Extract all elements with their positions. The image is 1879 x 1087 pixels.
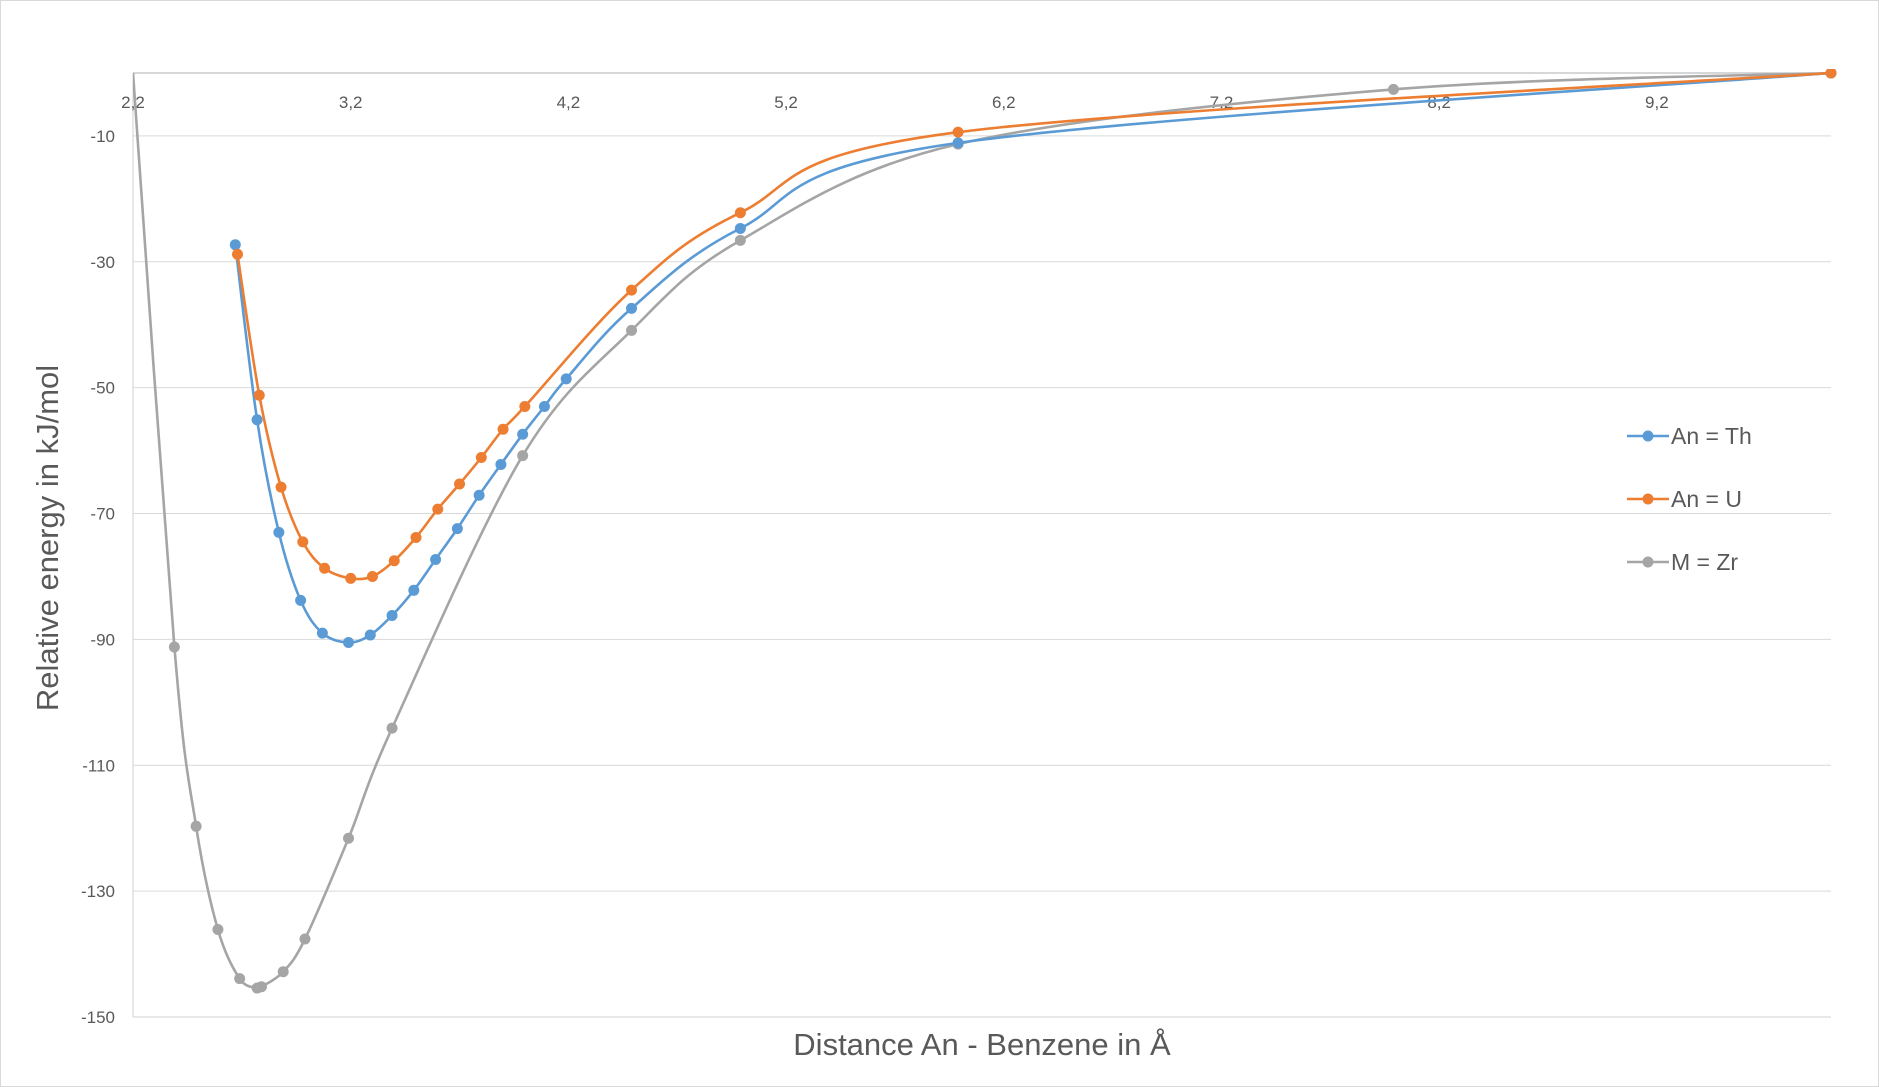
- data-point: [473, 489, 485, 501]
- data-point: [1825, 69, 1837, 79]
- y-axis-title: Relative energy in kJ/mol: [30, 365, 65, 711]
- legend-item: An = Th: [1627, 423, 1752, 449]
- data-point: [560, 373, 572, 385]
- legend-item: An = U: [1627, 486, 1742, 512]
- y-tick-labels: -10 -30 -50 -70 -90 -110 -130 -150: [81, 127, 115, 1027]
- y-tick-label: -10: [90, 127, 115, 146]
- data-point: [319, 562, 331, 574]
- x-tick-label: 6,2: [992, 93, 1016, 112]
- x-tick-label: 2,2: [121, 93, 145, 112]
- data-point: [952, 137, 964, 149]
- data-point: [343, 637, 355, 649]
- data-point: [297, 536, 309, 548]
- y-tick-label: -150: [81, 1008, 115, 1027]
- legend-marker: [1642, 556, 1654, 568]
- data-point: [273, 526, 285, 538]
- data-point: [234, 973, 246, 985]
- legend: An = Th An = U M = Zr: [1627, 423, 1752, 575]
- legend-label: An = U: [1671, 486, 1742, 512]
- x-tick-label: 9,2: [1645, 93, 1669, 112]
- data-point: [229, 239, 241, 251]
- x-tick-label: 3,2: [339, 93, 363, 112]
- data-point: [451, 523, 463, 535]
- y-tick-label: -130: [81, 882, 115, 901]
- legend-label: An = Th: [1671, 423, 1752, 449]
- y-tick-label: -90: [90, 630, 115, 649]
- data-point: [952, 126, 964, 138]
- data-point: [190, 820, 202, 832]
- data-point: [538, 401, 550, 413]
- series-line: [133, 71, 1832, 991]
- data-point: [519, 401, 531, 413]
- x-tick-label: 8,2: [1427, 93, 1451, 112]
- data-point: [432, 503, 444, 515]
- x-axis-title: Distance An - Benzene in Å: [793, 1027, 1171, 1062]
- series-2: [133, 69, 1837, 994]
- data-point: [253, 389, 265, 401]
- x-tick-labels: 2,2 3,2 4,2 5,2 6,2 7,2 8,2 9,2: [121, 93, 1668, 112]
- x-tick-label: 7,2: [1210, 93, 1234, 112]
- data-point: [454, 478, 466, 490]
- legend-marker: [1642, 430, 1654, 442]
- data-point: [517, 428, 529, 440]
- data-point: [299, 933, 311, 945]
- axes: [132, 72, 1831, 1018]
- data-point: [316, 627, 328, 639]
- data-point: [275, 481, 287, 493]
- data-point: [277, 966, 289, 978]
- data-point: [410, 531, 422, 543]
- data-point: [168, 641, 180, 653]
- y-tick-label: -30: [90, 253, 115, 272]
- y-tick-label: -70: [90, 505, 115, 524]
- data-point: [734, 222, 746, 234]
- data-point: [255, 981, 267, 993]
- data-point: [364, 629, 376, 641]
- data-point: [345, 572, 357, 584]
- data-point: [495, 458, 507, 470]
- data-point: [212, 924, 224, 936]
- x-tick-label: 4,2: [557, 93, 581, 112]
- legend-item: M = Zr: [1627, 549, 1738, 575]
- data-point: [734, 234, 746, 246]
- data-point: [626, 284, 638, 296]
- data-point: [408, 584, 420, 596]
- y-tick-label: -50: [90, 379, 115, 398]
- data-point: [734, 207, 746, 219]
- x-tick-label: 5,2: [774, 93, 798, 112]
- data-point: [626, 324, 638, 336]
- data-point: [295, 594, 307, 606]
- series-layer: [133, 69, 1837, 994]
- data-point: [626, 302, 638, 314]
- data-point: [1387, 83, 1399, 95]
- series-line: [236, 71, 1832, 581]
- data-point: [251, 414, 263, 426]
- series-1: [231, 69, 1837, 584]
- data-point: [366, 570, 378, 582]
- y-tick-label: -110: [82, 756, 115, 775]
- data-point: [343, 832, 355, 844]
- legend-label: M = Zr: [1671, 549, 1738, 575]
- data-point: [497, 423, 509, 435]
- data-point: [386, 609, 398, 621]
- series-line: [234, 71, 1832, 644]
- data-point: [430, 553, 442, 565]
- data-point: [475, 452, 487, 464]
- series-0: [229, 69, 1837, 649]
- data-point: [231, 248, 243, 260]
- data-point: [388, 555, 400, 567]
- data-point: [517, 450, 529, 462]
- legend-marker: [1642, 493, 1654, 505]
- data-point: [386, 722, 398, 734]
- gridlines: [133, 135, 1831, 892]
